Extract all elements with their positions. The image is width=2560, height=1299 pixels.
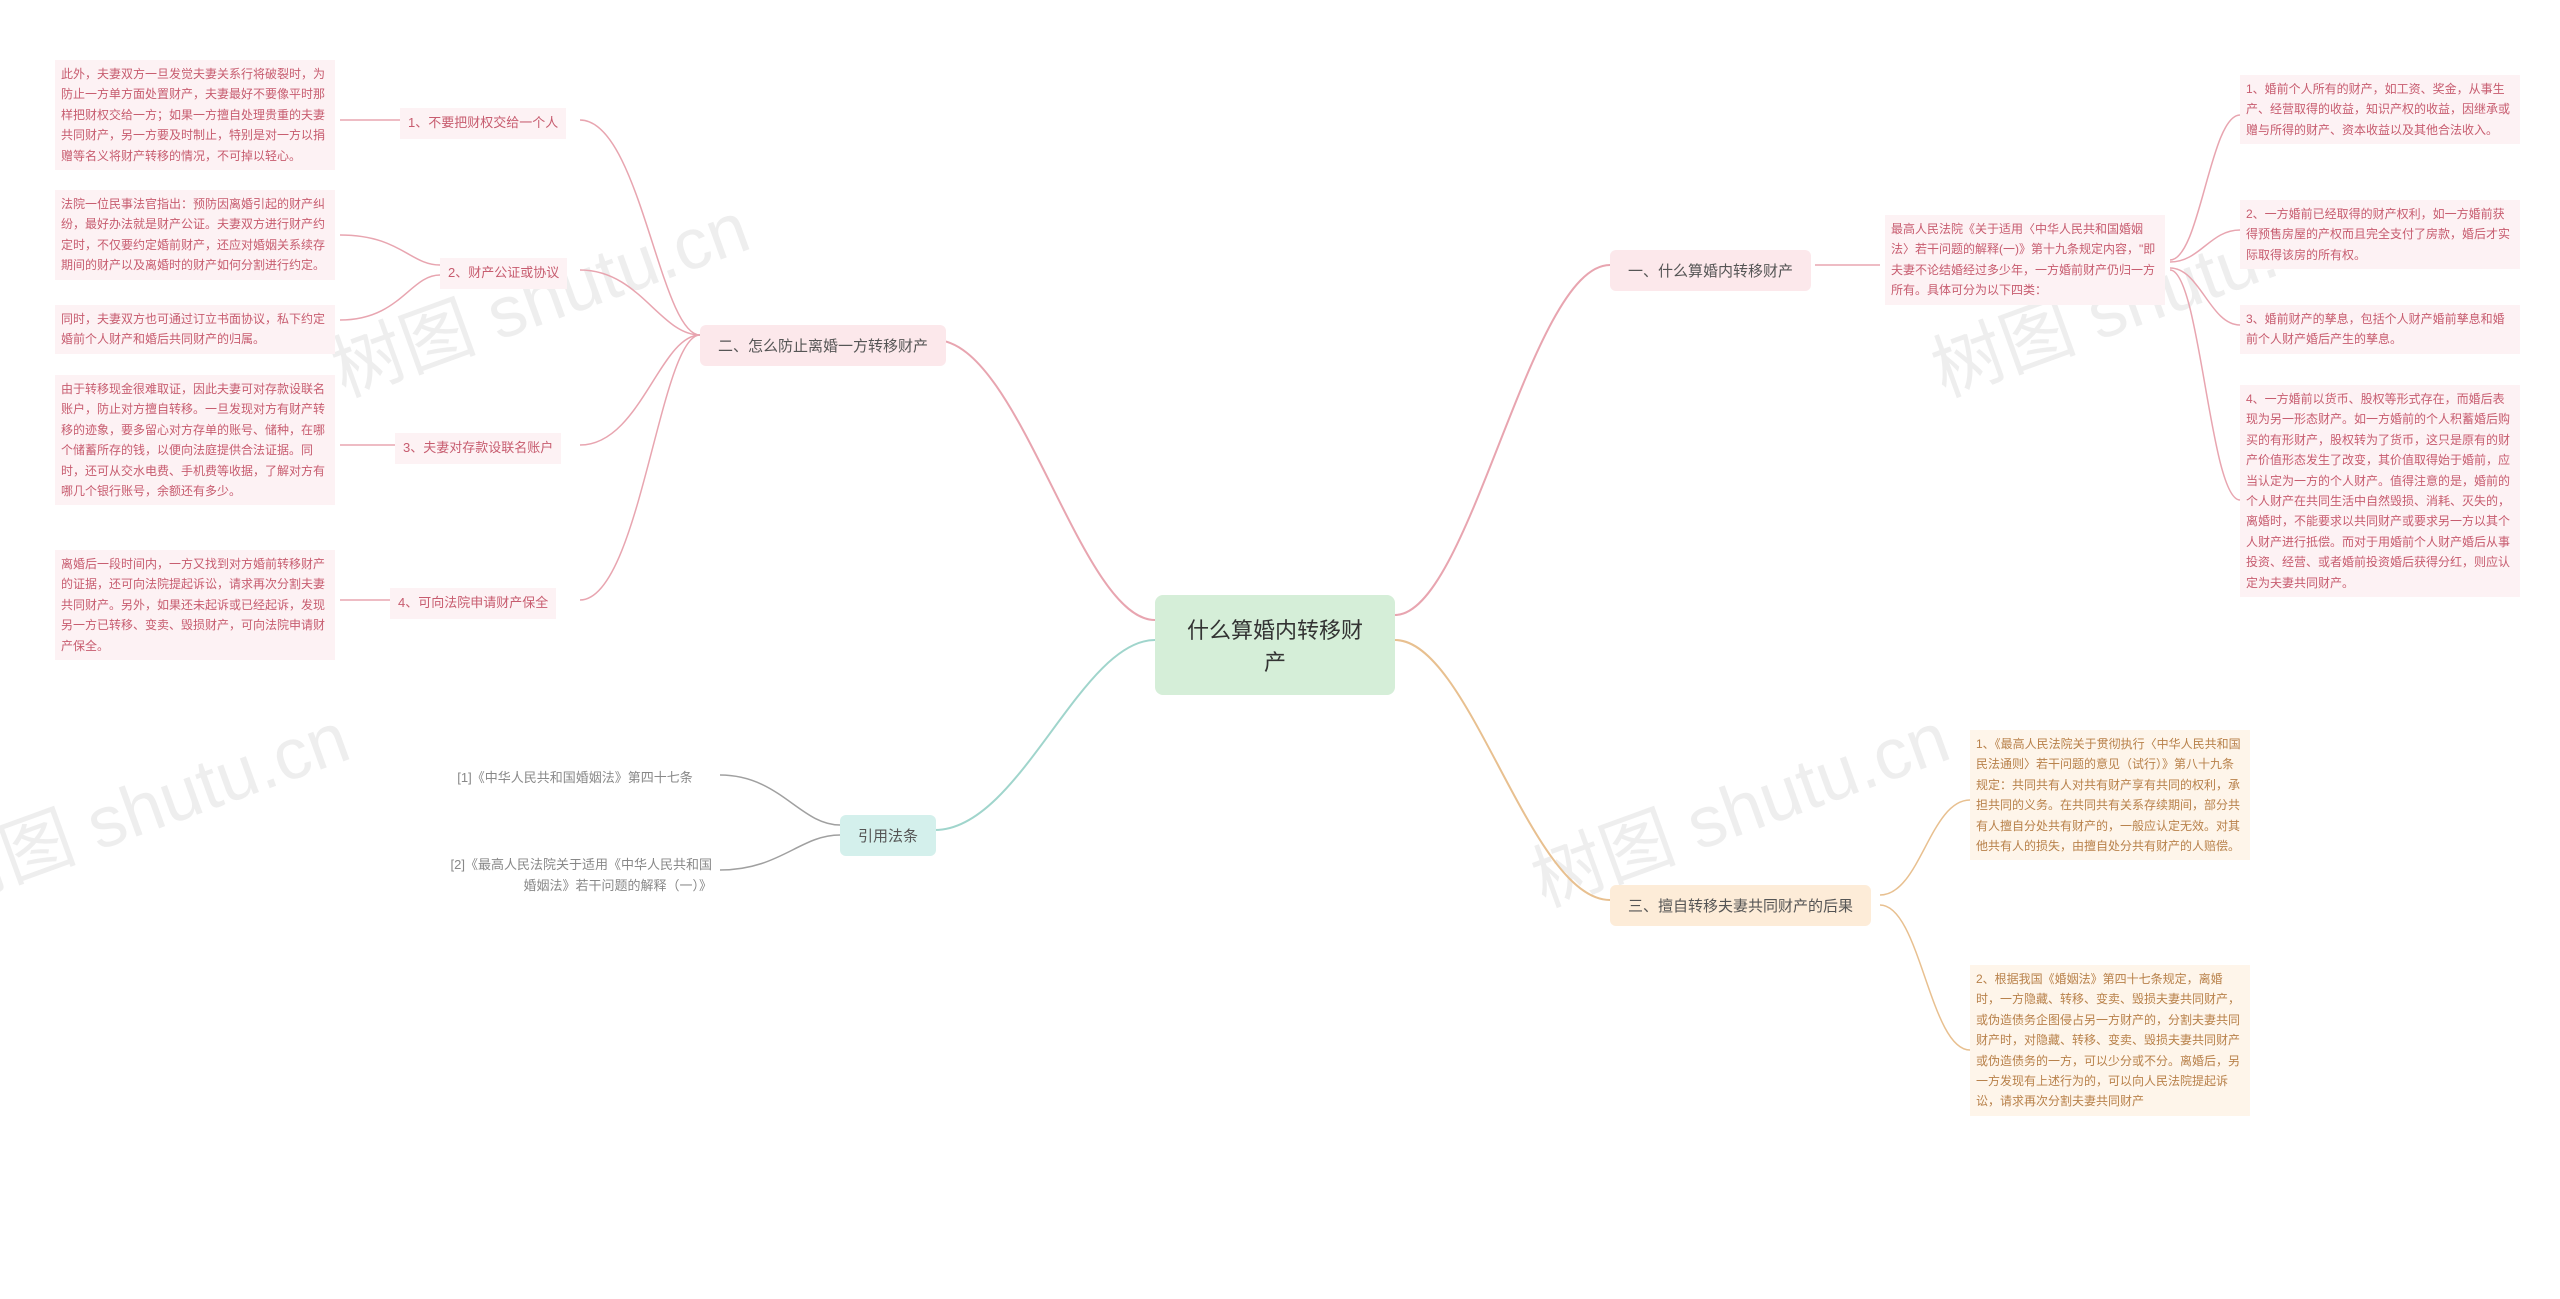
section3-item2-text: 2、根据我国《婚姻法》第四十七条规定，离婚时，一方隐藏、转移、变卖、毁损夫妻共同… [1976,969,2244,1112]
ref-item-1: [1]《中华人民共和国婚姻法》第四十七条 [430,763,720,794]
section1-item-2: 2、一方婚前已经取得的财产权利，如一方婚前获得预售房屋的产权而且完全支付了房款，… [2240,200,2520,269]
section2-detail-1: 此外，夫妻双方一旦发觉夫妻关系行将破裂时，为防止一方单方面处置财产，夫妻最好不要… [55,60,335,170]
section3-item-1: 1、《最高人民法院关于贯彻执行〈中华人民共和国民法通则〉若干问题的意见（试行）》… [1970,730,2250,860]
section2-leaf2-text: 2、财产公证或协议 [448,263,559,284]
section2-detail-3: 由于转移现金很难取证，因此夫妻可对存款设联名账户，防止对方擅自转移。一旦发现对方… [55,375,335,505]
section2-detail3-text: 由于转移现金很难取证，因此夫妻可对存款设联名账户，防止对方擅自转移。一旦发现对方… [61,379,329,501]
section2-detail2b-text: 同时，夫妻双方也可通过订立书面协议，私下约定婚前个人财产和婚后共同财产的归属。 [61,309,329,350]
section1-item-1: 1、婚前个人所有的财产，如工资、奖金，从事生产、经营取得的收益，知识产权的收益，… [2240,75,2520,144]
section2-leaf-1[interactable]: 1、不要把财权交给一个人 [400,108,566,139]
section3-item1-text: 1、《最高人民法院关于贯彻执行〈中华人民共和国民法通则〉若干问题的意见（试行）》… [1976,734,2244,856]
section2-detail2a-text: 法院一位民事法官指出：预防因离婚引起的财产纠纷，最好办法就是财产公证。夫妻双方进… [61,194,329,276]
ref-node[interactable]: 引用法条 [840,815,936,856]
section1-item-4: 4、一方婚前以货币、股权等形式存在，而婚后表现为另一形态财产。如一方婚前的个人积… [2240,385,2520,597]
section1-title: 一、什么算婚内转移财产 [1628,260,1793,281]
section2-node[interactable]: 二、怎么防止离婚一方转移财产 [700,325,946,366]
section2-detail4-text: 离婚后一段时间内，一方又找到对方婚前转移财产的证据，还可向法院提起诉讼，请求再次… [61,554,329,656]
section2-detail-2a: 法院一位民事法官指出：预防因离婚引起的财产纠纷，最好办法就是财产公证。夫妻双方进… [55,190,335,280]
section2-leaf-3[interactable]: 3、夫妻对存款设联名账户 [395,433,561,464]
section2-detail-2b: 同时，夫妻双方也可通过订立书面协议，私下约定婚前个人财产和婚后共同财产的归属。 [55,305,335,354]
section3-node[interactable]: 三、擅自转移夫妻共同财产的后果 [1610,885,1871,926]
section1-node[interactable]: 一、什么算婚内转移财产 [1610,250,1811,291]
watermark: 树图 shutu.cn [0,679,361,927]
section1-item-3: 3、婚前财产的孳息，包括个人财产婚前孳息和婚前个人财产婚后产生的孳息。 [2240,305,2520,354]
center-node[interactable]: 什么算婚内转移财产 [1155,595,1395,695]
center-label: 什么算婚内转移财产 [1183,613,1367,677]
ref-title: 引用法条 [858,825,918,846]
section2-leaf1-text: 1、不要把财权交给一个人 [408,113,558,134]
section2-leaf-4[interactable]: 4、可向法院申请财产保全 [390,588,556,619]
section2-detail-4: 离婚后一段时间内，一方又找到对方婚前转移财产的证据，还可向法院提起诉讼，请求再次… [55,550,335,660]
section1-item4-text: 4、一方婚前以货币、股权等形式存在，而婚后表现为另一形态财产。如一方婚前的个人积… [2246,389,2514,593]
section1-item1-text: 1、婚前个人所有的财产，如工资、奖金，从事生产、经营取得的收益，知识产权的收益，… [2246,79,2514,140]
section2-leaf4-text: 4、可向法院申请财产保全 [398,593,548,614]
ref-item-2: [2]《最高人民法院关于适用《中华人民共和国婚姻法》若干问题的解释（一）》 [430,850,720,902]
section3-title: 三、擅自转移夫妻共同财产的后果 [1628,895,1853,916]
section1-item3-text: 3、婚前财产的孳息，包括个人财产婚前孳息和婚前个人财产婚后产生的孳息。 [2246,309,2514,350]
ref-item1-text: [1]《中华人民共和国婚姻法》第四十七条 [457,768,692,789]
watermark: 树图 shutu.cn [315,169,761,417]
section2-leaf-2[interactable]: 2、财产公证或协议 [440,258,567,289]
section2-detail1-text: 此外，夫妻双方一旦发觉夫妻关系行将破裂时，为防止一方单方面处置财产，夫妻最好不要… [61,64,329,166]
section1-intro: 最高人民法院《关于适用〈中华人民共和国婚姻法〉若干问题的解释(一)》第十九条规定… [1885,215,2165,305]
section1-item2-text: 2、一方婚前已经取得的财产权利，如一方婚前获得预售房屋的产权而且完全支付了房款，… [2246,204,2514,265]
section3-item-2: 2、根据我国《婚姻法》第四十七条规定，离婚时，一方隐藏、转移、变卖、毁损夫妻共同… [1970,965,2250,1116]
section1-intro-text: 最高人民法院《关于适用〈中华人民共和国婚姻法〉若干问题的解释(一)》第十九条规定… [1891,219,2159,301]
section2-leaf3-text: 3、夫妻对存款设联名账户 [403,438,553,459]
section2-title: 二、怎么防止离婚一方转移财产 [718,335,928,356]
ref-item2-text: [2]《最高人民法院关于适用《中华人民共和国婚姻法》若干问题的解释（一）》 [438,855,712,897]
